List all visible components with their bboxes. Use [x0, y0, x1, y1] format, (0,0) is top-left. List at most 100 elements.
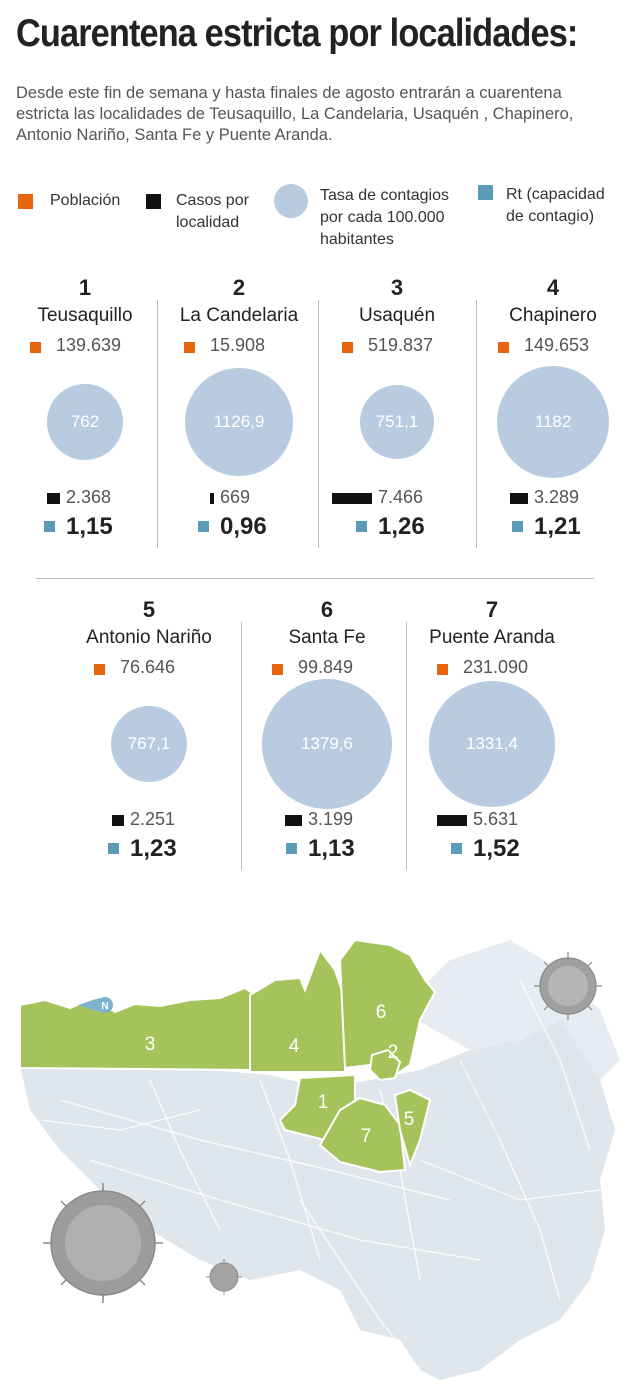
map-region-usaquen [19, 986, 261, 1072]
cases-legend-label: Casos por localidad [176, 192, 249, 231]
column-divider [318, 300, 319, 548]
rt-legend-label: Rt (capacidad de contagio) [506, 186, 605, 225]
rate-value: 1182 [534, 412, 572, 431]
localidad-name: La Candelaria [179, 305, 299, 326]
row-divider [36, 578, 594, 579]
localidad-card: 6 Santa Fe 99.849 1379,6 3.199 1,13 [248, 597, 406, 867]
localidad-card: 1 Teusaquillo 139.639 762 2.368 1,15 [6, 275, 164, 545]
rate-value: 1379,6 [301, 734, 353, 753]
cases-bar [47, 493, 60, 504]
localidad-name: Puente Aranda [429, 627, 555, 648]
cases-value: 7.466 [378, 487, 424, 507]
rate-value: 767,1 [127, 734, 171, 753]
rate-bubble [429, 681, 555, 807]
localidad-card: 7 Puente Aranda 231.090 1331,4 5.631 1,52 [413, 597, 571, 867]
population-swatch [184, 342, 195, 353]
cases-value: 3.199 [308, 809, 354, 829]
north-label: N [101, 1001, 108, 1012]
bogota-map: 3 4 6 2 1 7 5 N [19, 938, 620, 1380]
virus-icon [43, 1183, 163, 1303]
population-swatch [498, 342, 509, 353]
population-value: 139.639 [56, 335, 122, 355]
map-region-santa-fe [338, 938, 437, 1077]
page-subtitle: Desde este fin de semana y hasta finales… [16, 84, 574, 144]
localidad-rank: 5 [142, 597, 156, 622]
column-divider [157, 300, 158, 548]
cases-bar [284, 815, 302, 826]
rate-value: 1331,4 [466, 734, 518, 753]
cases-bar [436, 815, 467, 826]
rt-value: 1,21 [534, 513, 581, 540]
cases-bar [111, 815, 124, 826]
rate-bubble [496, 365, 610, 479]
map-label-7: 7 [361, 1126, 372, 1147]
rate-value: 762 [70, 412, 100, 431]
rt-swatch [44, 521, 55, 532]
cases-bar [210, 493, 214, 504]
column-divider [406, 622, 407, 870]
localidad-rank: 1 [78, 275, 92, 300]
population-swatch [437, 664, 448, 675]
population-value: 15.908 [210, 335, 266, 355]
localidad-card: 5 Antonio Nariño 76.646 767,1 2.251 1,23 [70, 597, 228, 867]
population-swatch [272, 664, 283, 675]
cases-value: 669 [220, 487, 251, 507]
population-value: 231.090 [463, 657, 529, 677]
map-label-2: 2 [388, 1042, 399, 1063]
map-highlight-regions [19, 938, 437, 1174]
rate-bubble [111, 706, 187, 782]
localidad-card: 2 La Candelaria 15.908 1126,9 669 0,96 [160, 275, 318, 545]
localidad-name: Chapinero [509, 305, 597, 326]
rt-swatch [451, 843, 462, 854]
rt-value: 1,15 [66, 513, 113, 540]
localidad-name: Antonio Nariño [86, 627, 212, 648]
map-region-la-candelaria [368, 1048, 402, 1082]
localidad-rank: 4 [546, 275, 560, 300]
map-label-1: 1 [318, 1092, 329, 1113]
rt-legend-swatch [478, 185, 493, 200]
localidad-card: 4 Chapinero 149.653 1182 3.289 1,21 [474, 275, 632, 545]
rt-value: 0,96 [220, 513, 267, 540]
cases-bar [332, 493, 372, 504]
cases-value: 3.289 [534, 487, 580, 507]
population-value: 99.849 [298, 657, 354, 677]
population-legend-label: Población [50, 192, 121, 209]
rt-value: 1,23 [130, 835, 177, 862]
localidad-name: Santa Fe [288, 627, 366, 648]
rt-value: 1,13 [308, 835, 355, 862]
rt-swatch [356, 521, 367, 532]
cases-value: 2.251 [130, 809, 176, 829]
population-swatch [94, 664, 105, 675]
cases-bar [510, 493, 528, 504]
cases-value: 5.631 [473, 809, 519, 829]
virus-icon [206, 1259, 242, 1295]
rate-value: 751,1 [375, 412, 419, 431]
population-swatch [30, 342, 41, 353]
rt-swatch [286, 843, 297, 854]
population-legend-swatch [18, 194, 33, 209]
localidad-rank: 6 [320, 597, 334, 622]
localidad-card: 3 Usaquén 519.837 751,1 7.466 1,26 [318, 275, 476, 545]
cases-value: 2.368 [66, 487, 112, 507]
population-value: 519.837 [368, 335, 434, 355]
virus-icon [534, 952, 602, 1020]
map-label-6: 6 [376, 1002, 387, 1023]
rate-legend-label: Tasa de contagios por cada 100.000 habit… [320, 187, 449, 248]
rt-swatch [198, 521, 209, 532]
rate-bubble [262, 679, 392, 809]
population-value: 76.646 [120, 657, 176, 677]
rt-value: 1,26 [378, 513, 425, 540]
rate-value: 1126,9 [213, 412, 265, 431]
map-region-chapinero [249, 947, 346, 1073]
population-value: 149.653 [524, 335, 590, 355]
localidad-rank: 3 [390, 275, 404, 300]
map-label-5: 5 [404, 1109, 415, 1130]
map-region-antonio-narino [393, 1088, 432, 1169]
map-label-3: 3 [145, 1034, 156, 1055]
page-title: Cuarentena estricta por localidades: [16, 12, 578, 55]
rate-bubble [185, 368, 293, 476]
map-label-4: 4 [289, 1036, 300, 1057]
rt-swatch [108, 843, 119, 854]
north-arrow-icon: N [78, 997, 113, 1013]
localidad-name: Teusaquillo [37, 305, 133, 326]
